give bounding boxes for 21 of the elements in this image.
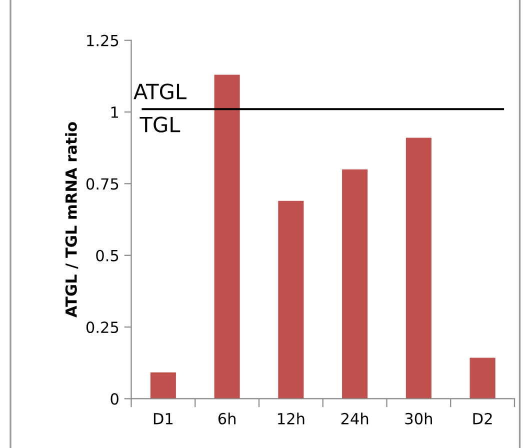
bar [406,138,432,399]
bar [470,358,496,399]
bar [342,169,368,399]
y-tick-label: 0.5 [96,250,118,262]
y-tick-label: 1.25 [87,34,118,46]
x-tick-label: 12h [278,412,304,424]
x-tick-label: D1 [154,413,173,424]
bar [150,372,176,399]
y-tick-label: 0.75 [86,178,118,190]
x-tick-label: 6h [218,412,236,424]
annotation: ATGL [134,84,186,100]
bar [278,200,304,399]
x-tick-label: D2 [473,412,492,424]
y-tick-label: 1 [111,106,118,118]
x-tick-label: 30h [405,412,432,424]
annotation: TGL [140,116,180,132]
y-axis-title: ATGL / TGL mRNA ratio [65,122,78,318]
y-tick-label: 0.25 [86,322,118,334]
y-tick-label: 0 [110,393,118,405]
x-tick-label: 24h [341,412,368,424]
bar [214,74,240,399]
